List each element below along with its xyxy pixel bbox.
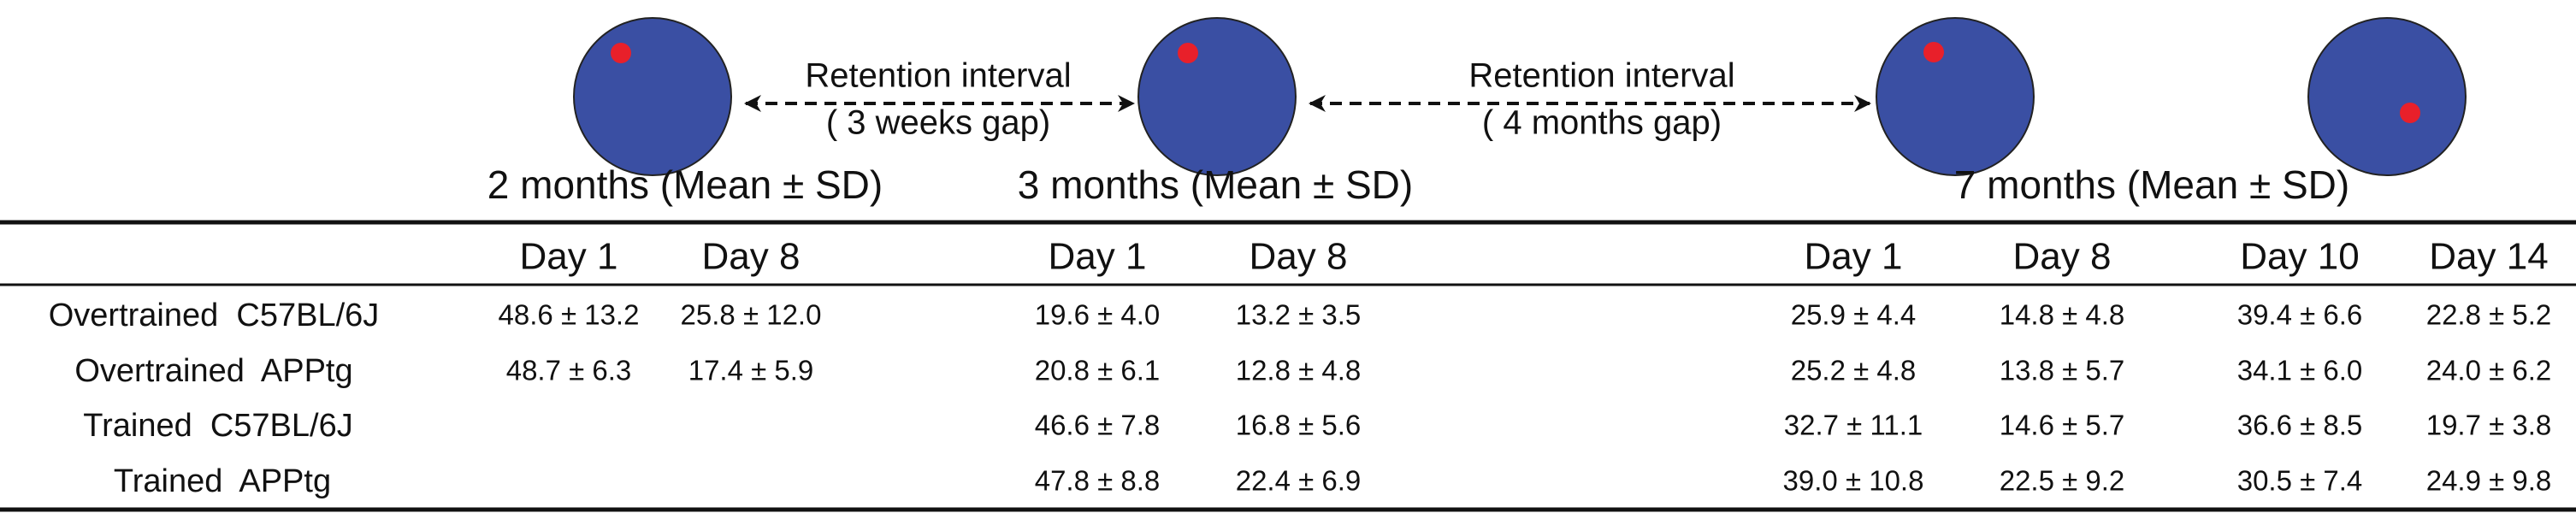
cell: 46.6 ± 7.8	[1035, 410, 1161, 441]
platform	[2400, 103, 2420, 123]
cell: 13.8 ± 5.7	[2000, 355, 2125, 386]
pool	[573, 17, 732, 176]
pool	[1876, 17, 2035, 176]
group-header: 7 months (Mean ± SD)	[1954, 162, 2349, 207]
cell: 34.1 ± 6.0	[2237, 355, 2363, 386]
cell: 24.9 ± 9.8	[2426, 465, 2552, 497]
platform	[1923, 42, 1944, 62]
interval-label: Retention interval	[1468, 57, 1734, 95]
column-header: Day 1	[520, 236, 618, 278]
pool	[2307, 17, 2467, 176]
column-header: Day 8	[1250, 236, 1348, 278]
cell: 25.8 ± 12.0	[681, 299, 822, 331]
cell: 20.8 ± 6.1	[1035, 355, 1161, 386]
cell: 12.8 ± 4.8	[1236, 355, 1362, 386]
cell: 13.2 ± 3.5	[1236, 299, 1362, 331]
column-header: Day 14	[2429, 236, 2548, 278]
cell: 25.9 ± 4.4	[1791, 299, 1917, 331]
column-header: Day 8	[2013, 236, 2112, 278]
cell: 22.4 ± 6.9	[1236, 465, 1362, 497]
row-label: Overtrained C57BL/6J	[49, 298, 380, 333]
cell: 36.6 ± 8.5	[2237, 410, 2363, 441]
cell: 22.5 ± 9.2	[2000, 465, 2125, 497]
cell: 47.8 ± 8.8	[1035, 465, 1161, 497]
row-label: Overtrained APPtg	[74, 353, 352, 389]
interval-gap: ( 3 weeks gap)	[826, 104, 1050, 142]
pool	[1137, 17, 1297, 176]
column-header: Day 8	[702, 236, 801, 278]
cell: 25.2 ± 4.8	[1791, 355, 1917, 386]
cell: 19.7 ± 3.8	[2426, 410, 2552, 441]
cell: 39.0 ± 10.8	[1783, 465, 1924, 497]
cell: 32.7 ± 11.1	[1784, 410, 1923, 441]
platform	[1178, 43, 1198, 63]
pools	[573, 17, 2467, 176]
row-label: Trained C57BL/6J	[83, 408, 352, 444]
column-header: Day 1	[1805, 236, 1903, 278]
row-label: Trained APPtg	[114, 463, 331, 499]
cell: 24.0 ± 6.2	[2426, 355, 2552, 386]
cell: 22.8 ± 5.2	[2426, 299, 2552, 331]
cell: 17.4 ± 5.9	[688, 355, 814, 386]
cell: 30.5 ± 7.4	[2237, 465, 2363, 497]
cell: 48.7 ± 6.3	[506, 355, 632, 386]
cell: 19.6 ± 4.0	[1035, 299, 1161, 331]
cell: 39.4 ± 6.6	[2237, 299, 2363, 331]
group-header: 2 months (Mean ± SD)	[487, 162, 883, 207]
group-header: 3 months (Mean ± SD)	[1018, 162, 1413, 207]
cell: 48.6 ± 13.2	[499, 299, 640, 331]
cell: 14.6 ± 5.7	[2000, 410, 2125, 441]
cell: 14.8 ± 4.8	[2000, 299, 2125, 331]
platform	[611, 43, 631, 63]
column-header: Day 10	[2240, 236, 2359, 278]
column-header: Day 1	[1049, 236, 1147, 278]
interval-label: Retention interval	[805, 57, 1071, 95]
cell: 16.8 ± 5.6	[1236, 410, 1362, 441]
interval-gap: ( 4 months gap)	[1482, 104, 1722, 142]
